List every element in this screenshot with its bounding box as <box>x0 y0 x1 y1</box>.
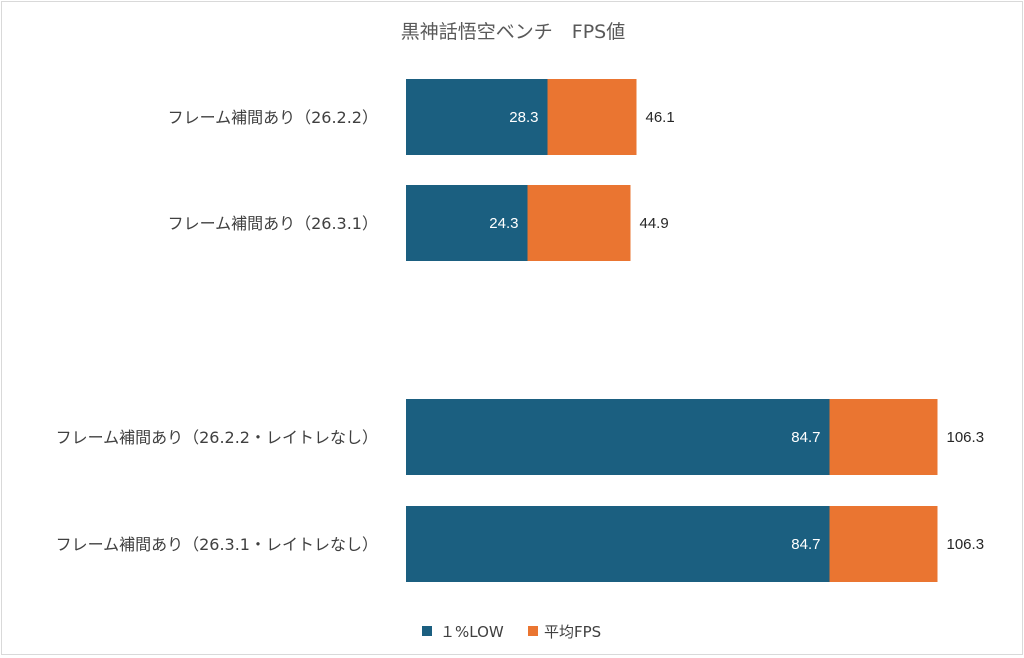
data-label-avg-fps: 106.3 <box>947 536 985 553</box>
bar-avg-fps <box>547 79 637 155</box>
data-label-1pct-low: 84.7 <box>791 429 820 446</box>
bar-1pct-low <box>406 399 830 475</box>
bar-1pct-low <box>406 185 528 261</box>
bar-avg-fps <box>829 506 938 582</box>
bar-avg-fps <box>527 185 631 261</box>
legend: １%LOW 平均FPS <box>422 623 601 641</box>
bar-1pct-low <box>406 79 548 155</box>
category-label: フレーム補間あり（26.3.1・レイトレなし） <box>56 535 378 554</box>
bars-group <box>406 79 938 582</box>
category-label: フレーム補間あり（26.2.2・レイトレなし） <box>56 428 378 447</box>
data-label-1pct-low: 28.3 <box>509 109 538 126</box>
data-label-avg-fps: 106.3 <box>947 429 985 446</box>
legend-swatch-1pct-low <box>422 626 432 636</box>
bar-1pct-low <box>406 506 830 582</box>
legend-swatch-avg-fps <box>528 626 538 636</box>
legend-label-avg-fps: 平均FPS <box>544 623 601 641</box>
category-labels: フレーム補間あり（26.2.2） フレーム補間あり（26.3.1） フレーム補間あり… <box>56 108 378 554</box>
legend-label-1pct-low: １%LOW <box>440 623 504 641</box>
category-label: フレーム補間あり（26.2.2） <box>168 108 378 127</box>
data-label-avg-fps: 46.1 <box>646 109 675 126</box>
data-label-1pct-low: 24.3 <box>489 215 518 232</box>
value-labels: 28.3 46.1 24.3 44.9 84.7 106.3 84.7 106.3 <box>489 109 984 553</box>
bar-avg-fps <box>829 399 938 475</box>
chart-title: 黒神話悟空ベンチ FPS値 <box>401 21 625 43</box>
category-label: フレーム補間あり（26.3.1） <box>168 214 378 233</box>
data-label-avg-fps: 44.9 <box>640 215 669 232</box>
data-label-1pct-low: 84.7 <box>791 536 820 553</box>
